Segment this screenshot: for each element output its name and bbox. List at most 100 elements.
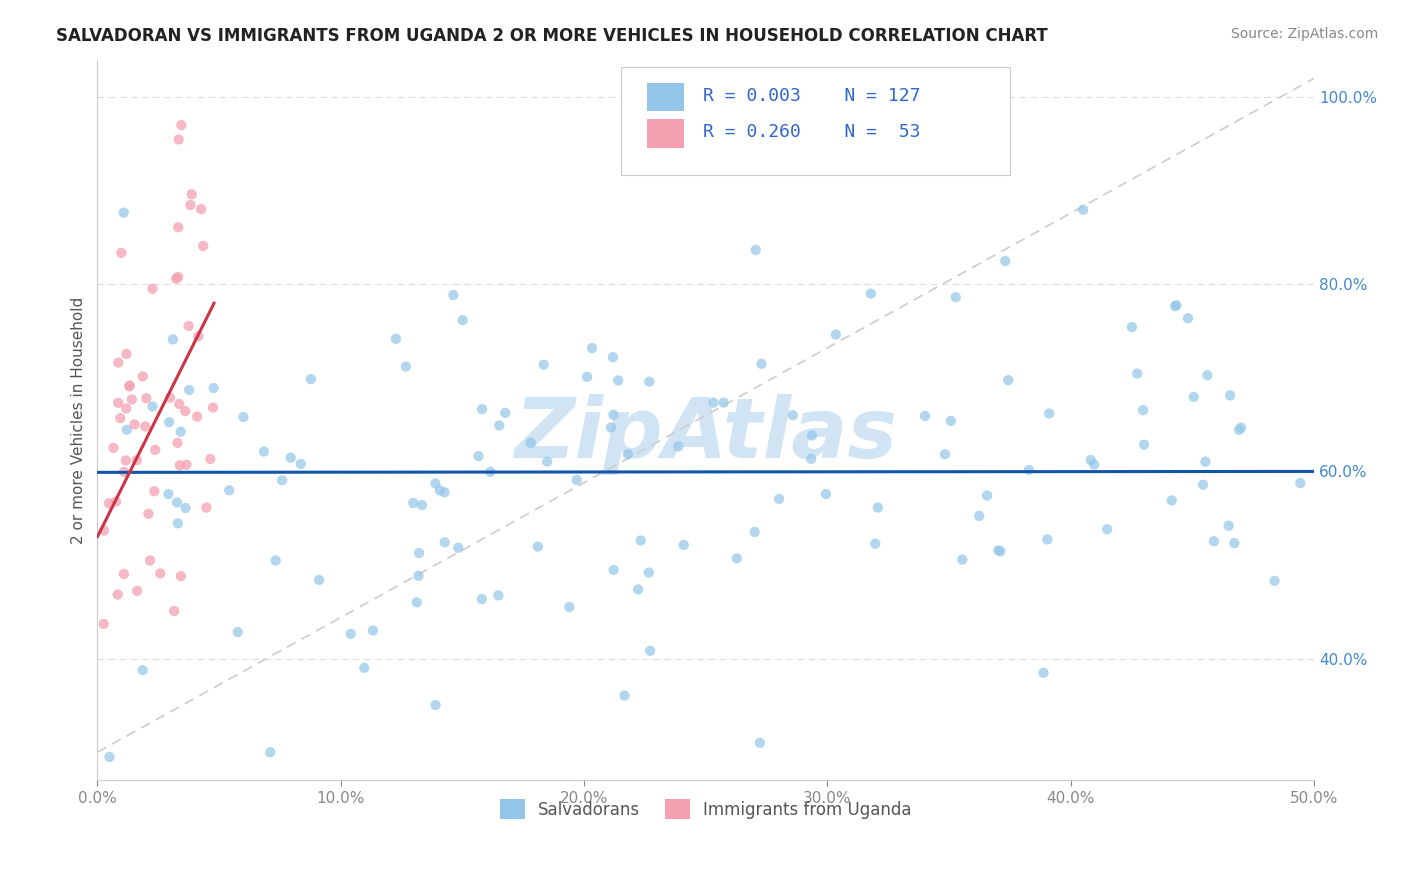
Point (1126, 367, 1149, 381)
FancyBboxPatch shape (620, 67, 1010, 175)
Point (162, 332, 184, 346)
Point (179, 198, 201, 212)
Point (613, 689, 636, 703)
Point (713, 395, 735, 409)
Point (471, 592, 494, 607)
Point (167, 270, 190, 285)
Point (1182, 390, 1205, 404)
Point (1121, 320, 1143, 334)
Point (533, 358, 555, 372)
Point (165, 271, 187, 285)
Point (494, 406, 516, 420)
Point (471, 402, 494, 417)
Point (1166, 298, 1188, 312)
Point (939, 414, 962, 428)
Point (1264, 574, 1286, 588)
Point (447, 541, 470, 555)
Point (290, 457, 312, 471)
Point (558, 600, 581, 615)
Point (536, 454, 558, 468)
Point (170, 569, 193, 583)
Point (202, 381, 225, 395)
Point (630, 533, 652, 548)
Point (934, 447, 956, 461)
Point (115, 401, 138, 416)
Point (408, 546, 430, 560)
Point (800, 451, 823, 466)
Point (1202, 534, 1225, 549)
Point (666, 440, 689, 454)
Point (1160, 493, 1182, 508)
Point (118, 379, 141, 393)
Point (167, 220, 190, 235)
Point (395, 359, 418, 374)
Point (859, 286, 882, 301)
Point (451, 313, 474, 327)
Point (166, 436, 188, 450)
Point (1197, 368, 1219, 383)
Point (1038, 407, 1060, 421)
Point (1083, 458, 1105, 472)
Point (1164, 299, 1187, 313)
Point (121, 392, 143, 407)
Point (945, 290, 967, 304)
Point (637, 566, 659, 580)
Point (1080, 453, 1102, 467)
Point (411, 498, 433, 512)
Point (93, 616, 115, 631)
Point (976, 488, 998, 502)
Point (264, 553, 287, 567)
Point (441, 288, 464, 302)
Point (751, 357, 773, 371)
Point (127, 583, 149, 598)
Point (232, 409, 254, 424)
Point (486, 588, 509, 602)
Point (602, 408, 624, 422)
Text: ZipAtlas: ZipAtlas (515, 394, 897, 475)
Point (865, 536, 887, 550)
Point (814, 487, 837, 501)
Point (950, 552, 973, 566)
Text: R = 0.003    N = 127: R = 0.003 N = 127 (703, 87, 921, 104)
Point (433, 535, 456, 549)
Point (994, 254, 1017, 268)
Point (1018, 463, 1040, 477)
Point (782, 408, 804, 422)
Point (997, 373, 1019, 387)
Point (112, 205, 135, 219)
Point (425, 476, 447, 491)
Point (599, 420, 621, 434)
FancyBboxPatch shape (647, 83, 683, 112)
Point (405, 595, 427, 609)
Point (169, 397, 191, 411)
Point (1133, 438, 1156, 452)
Point (1230, 420, 1253, 434)
Point (170, 425, 193, 439)
Point (195, 500, 218, 515)
Point (527, 540, 550, 554)
Point (157, 415, 180, 429)
Point (1132, 403, 1154, 417)
Point (125, 453, 148, 467)
Point (218, 483, 240, 498)
Point (638, 375, 661, 389)
Point (576, 369, 599, 384)
Point (1032, 665, 1054, 680)
Point (132, 369, 155, 384)
Point (866, 500, 889, 515)
Point (170, 118, 193, 132)
Point (987, 543, 1010, 558)
Point (602, 350, 624, 364)
Point (339, 627, 361, 641)
Point (1218, 518, 1240, 533)
Point (118, 378, 141, 392)
Point (107, 356, 129, 370)
Point (402, 496, 425, 510)
Point (190, 202, 212, 216)
Point (124, 417, 146, 432)
Point (143, 442, 166, 457)
Point (149, 566, 172, 581)
Point (110, 411, 132, 425)
Point (187, 329, 209, 343)
Point (163, 604, 186, 618)
